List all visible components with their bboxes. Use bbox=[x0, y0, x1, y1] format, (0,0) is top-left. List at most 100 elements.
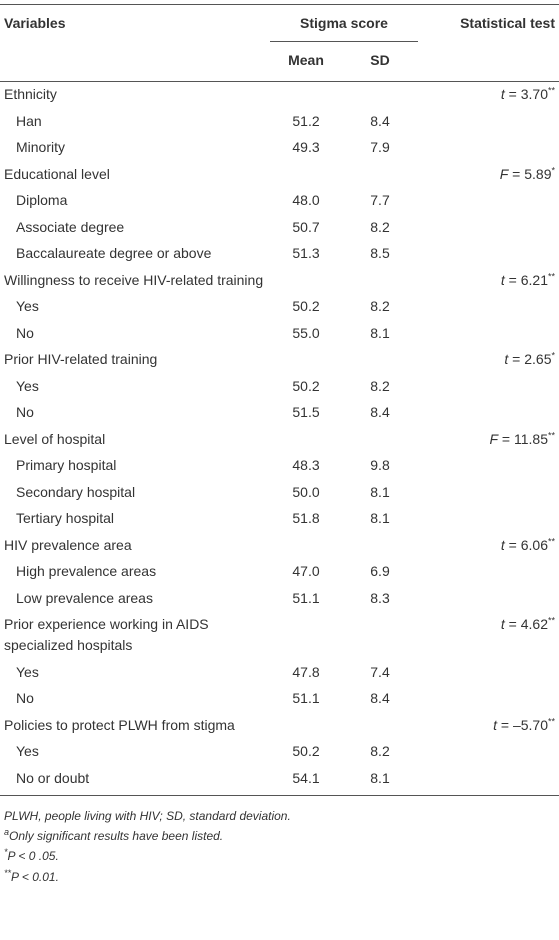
group-row: Prior HIV-related training t = 2.65* bbox=[0, 347, 559, 374]
empty-cell bbox=[270, 532, 342, 559]
footnotes: PLWH, people living with HIV; SD, standa… bbox=[4, 806, 559, 887]
item-label: Yes bbox=[16, 377, 39, 394]
item-row: Han 51.2 8.4 bbox=[0, 108, 559, 135]
mean-value: 50.2 bbox=[292, 298, 320, 315]
header-row: Variables Stigma score Statistical test bbox=[0, 4, 559, 82]
empty-cell bbox=[418, 188, 559, 215]
sd-value: 8.2 bbox=[370, 743, 390, 760]
variable-label: Level of hospital bbox=[4, 430, 106, 447]
item-label: Diploma bbox=[16, 192, 68, 209]
empty-cell bbox=[418, 506, 559, 533]
item-label: Tertiary hospital bbox=[16, 510, 115, 527]
empty-cell bbox=[418, 400, 559, 427]
footnote: *P < 0 .05. bbox=[4, 846, 559, 866]
footnote: PLWH, people living with HIV; SD, standa… bbox=[4, 806, 559, 826]
significance: ** bbox=[547, 430, 555, 441]
empty-cell bbox=[418, 214, 559, 241]
item-label: Yes bbox=[16, 663, 39, 680]
item-row: Baccalaureate degree or above 51.3 8.5 bbox=[0, 241, 559, 268]
footnote: aOnly significant results have been list… bbox=[4, 826, 559, 846]
test-symbol: t bbox=[504, 351, 509, 368]
statistical-test: t = 3.70** bbox=[418, 81, 559, 108]
item-row: Yes 50.2 8.2 bbox=[0, 739, 559, 766]
empty-cell bbox=[418, 108, 559, 135]
test-symbol: t bbox=[500, 86, 505, 103]
empty-cell bbox=[342, 612, 418, 660]
item-row: Low prevalence areas 51.1 8.3 bbox=[0, 585, 559, 612]
table-header: Variables Stigma score Statistical test … bbox=[0, 4, 559, 82]
empty-cell bbox=[418, 453, 559, 480]
group-row: Level of hospital F = 11.85** bbox=[0, 426, 559, 453]
mean-value: 51.5 bbox=[292, 404, 320, 421]
statistical-test: t = 6.21** bbox=[418, 267, 559, 294]
test-value: = 2.65 bbox=[508, 351, 552, 368]
variable-label: Ethnicity bbox=[4, 86, 57, 103]
header-cell: Stigma score bbox=[270, 4, 418, 42]
sd-value: 6.9 bbox=[370, 563, 390, 580]
item-label: Minority bbox=[16, 139, 66, 156]
test-value: = 6.21 bbox=[504, 271, 548, 288]
header-cell: Variables bbox=[0, 4, 270, 82]
empty-cell bbox=[270, 612, 342, 660]
statistical-test: F = 11.85** bbox=[418, 426, 559, 453]
footnote-text: P < 0 .05. bbox=[7, 849, 59, 864]
mean-value: 50.2 bbox=[292, 377, 320, 394]
mean-value: 51.3 bbox=[292, 245, 320, 262]
mean-value: 51.8 bbox=[292, 510, 320, 527]
mean-value: 51.1 bbox=[292, 690, 320, 707]
item-label: No bbox=[16, 690, 34, 707]
item-label: Primary hospital bbox=[16, 457, 117, 474]
sd-value: 7.4 bbox=[370, 663, 390, 680]
item-label: Secondary hospital bbox=[16, 483, 136, 500]
significance: * bbox=[551, 165, 555, 176]
significance: ** bbox=[547, 271, 555, 282]
empty-cell bbox=[418, 320, 559, 347]
empty-cell bbox=[418, 585, 559, 612]
footnote-marker: ** bbox=[4, 867, 12, 878]
item-label: Low prevalence areas bbox=[16, 589, 153, 606]
item-row: High prevalence areas 47.0 6.9 bbox=[0, 559, 559, 586]
group-row: HIV prevalence area t = 6.06** bbox=[0, 532, 559, 559]
footnote-marker: a bbox=[4, 827, 10, 838]
group-row: Educational level F = 5.89* bbox=[0, 161, 559, 188]
significance: * bbox=[551, 350, 555, 361]
item-row: Tertiary hospital 51.8 8.1 bbox=[0, 506, 559, 533]
test-symbol: t bbox=[500, 536, 505, 553]
empty-cell bbox=[342, 81, 418, 108]
test-symbol: F bbox=[489, 430, 499, 447]
item-label: Baccalaureate degree or above bbox=[16, 245, 212, 262]
variable-label: HIV prevalence area bbox=[4, 536, 132, 553]
item-label: Associate degree bbox=[16, 218, 125, 235]
group-row: Prior experience working in AIDS special… bbox=[0, 612, 559, 660]
empty-cell bbox=[342, 267, 418, 294]
test-symbol: F bbox=[499, 165, 509, 182]
variable-label: Prior experience working in AIDS special… bbox=[4, 616, 209, 654]
empty-cell bbox=[418, 294, 559, 321]
sd-value: 7.7 bbox=[370, 192, 390, 209]
significance: ** bbox=[547, 536, 555, 547]
test-symbol: t bbox=[493, 716, 497, 733]
sd-value: 8.1 bbox=[342, 765, 418, 796]
item-label: No or doubt bbox=[0, 765, 270, 796]
mean-value: 47.0 bbox=[292, 563, 320, 580]
test-value: = –5.70 bbox=[496, 716, 548, 733]
table-body: Ethnicity t = 3.70** Han 51.2 8.4 Minority 49.… bbox=[0, 81, 559, 796]
test-symbol: t bbox=[500, 271, 505, 288]
sd-value: 8.1 bbox=[370, 483, 390, 500]
statistical-test: t = 4.62** bbox=[418, 612, 559, 660]
item-row: Secondary hospital 50.0 8.1 bbox=[0, 479, 559, 506]
empty-cell bbox=[418, 659, 559, 686]
mean-value: 47.8 bbox=[292, 663, 320, 680]
test-value: = 5.89 bbox=[508, 165, 552, 182]
significance: ** bbox=[547, 85, 555, 96]
page: Variables Stigma score Statistical test … bbox=[0, 4, 559, 940]
sd-value: 8.2 bbox=[370, 218, 390, 235]
mean-value: 48.3 bbox=[292, 457, 320, 474]
test-value: = 6.06 bbox=[504, 536, 548, 553]
sd-value: 8.1 bbox=[370, 324, 390, 341]
empty-cell bbox=[418, 479, 559, 506]
significance: ** bbox=[547, 615, 555, 626]
header-row: Mean SD bbox=[0, 41, 559, 82]
empty-cell bbox=[342, 347, 418, 374]
empty-cell bbox=[270, 161, 342, 188]
